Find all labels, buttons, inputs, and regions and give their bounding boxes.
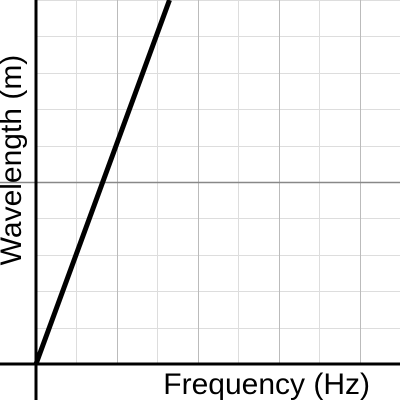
x-axis-label: Frequency (Hz): [163, 368, 370, 400]
series-line-0: [33, 0, 172, 365]
series-group: [33, 0, 172, 365]
grid: [0, 0, 400, 364]
y-axis-label: Wavelength (m): [0, 55, 28, 266]
